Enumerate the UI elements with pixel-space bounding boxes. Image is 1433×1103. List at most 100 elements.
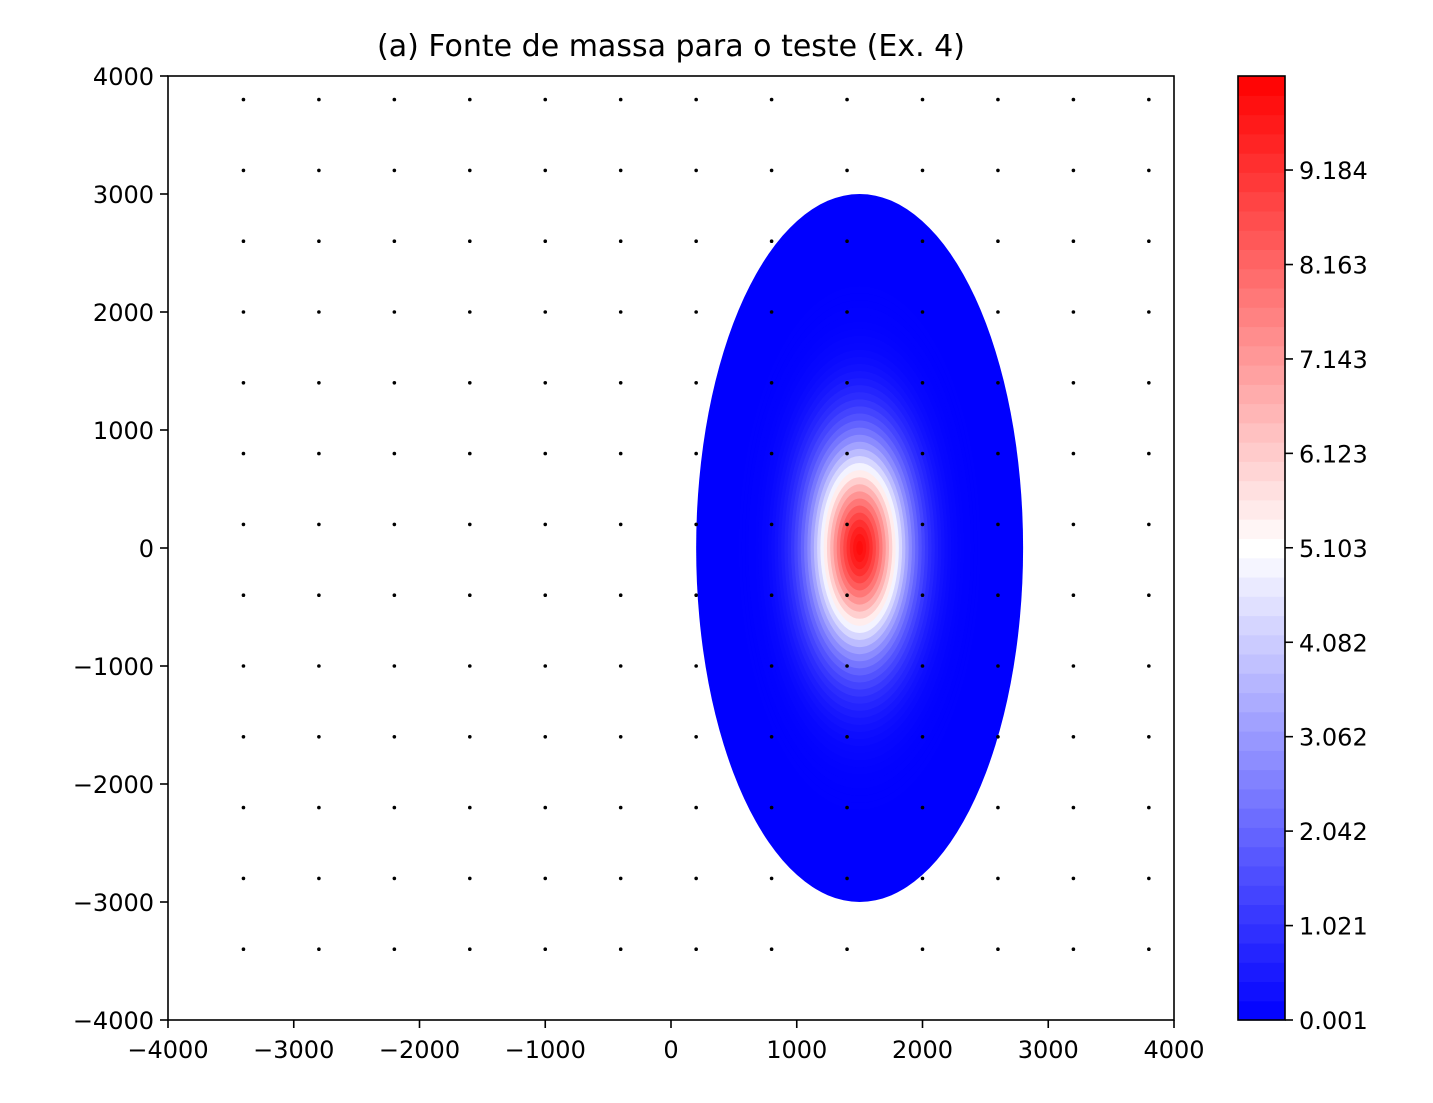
colorbar-band [1238, 422, 1285, 443]
station-point [1071, 805, 1076, 810]
colorbar-tick-label: 4.082 [1299, 629, 1368, 657]
station-point [543, 522, 548, 527]
x-tick-label: 1000 [766, 1036, 827, 1064]
station-point [543, 239, 548, 243]
station-point [468, 593, 472, 597]
station-point [468, 735, 472, 739]
station-point [543, 310, 548, 314]
station-point [241, 947, 246, 951]
station-point [920, 876, 925, 881]
station-point [845, 664, 849, 668]
station-point [392, 664, 397, 668]
station-point [618, 381, 623, 385]
x-tick-label: −3000 [253, 1036, 334, 1064]
station-point [618, 239, 623, 243]
colorbar-band [1238, 287, 1285, 308]
plot-area: −4000 −3000 −2000 −1000 0 1000 2000 3000 4000 40… [73, 63, 1205, 1064]
station-point [845, 451, 849, 456]
station-point [1071, 947, 1076, 951]
colorbar-band [1238, 1000, 1285, 1021]
colorbar-axis: 0.001 1.021 2.042 3.062 4.082 5.103 6.123 7.143… [1285, 157, 1368, 1035]
station-point [317, 805, 321, 810]
colorbar-band [1238, 268, 1285, 289]
station-point [241, 97, 246, 102]
station-point [618, 451, 623, 456]
colorbar-tick-label: 8.163 [1299, 252, 1368, 280]
station-point [241, 805, 246, 810]
colorbar-band [1238, 827, 1285, 848]
station-point [468, 805, 472, 810]
station-point [468, 239, 472, 243]
station-point [694, 664, 698, 668]
colorbar-band [1238, 788, 1285, 809]
station-point [317, 381, 321, 385]
station-point [694, 451, 698, 456]
station-point [392, 168, 397, 173]
colorbar: 0.001 1.021 2.042 3.062 4.082 5.103 6.123 7.143… [1237, 75, 1368, 1035]
station-point [392, 381, 397, 385]
colorbar-band [1238, 769, 1285, 790]
station-point [996, 310, 1000, 314]
station-point [845, 310, 849, 314]
x-axis: −4000 −3000 −2000 −1000 0 1000 2000 3000 4000 [127, 1020, 1205, 1064]
y-tick-label: −3000 [73, 889, 154, 917]
colorbar-band [1238, 557, 1285, 578]
mass-source-layer [696, 194, 1024, 902]
station-point [468, 876, 472, 881]
station-point [543, 451, 548, 456]
station-point [241, 593, 246, 597]
station-point [392, 876, 397, 881]
station-point [468, 451, 472, 456]
colorbar-tick-label: 6.123 [1299, 440, 1368, 468]
station-point [694, 239, 698, 243]
station-point [1147, 805, 1151, 810]
station-point [694, 381, 698, 385]
station-point [618, 168, 623, 173]
colorbar-band [1238, 403, 1285, 424]
colorbar-band [1238, 634, 1285, 655]
station-point [392, 735, 397, 739]
station-point [920, 310, 925, 314]
station-point [845, 593, 849, 597]
station-point [392, 805, 397, 810]
colorbar-band [1238, 865, 1285, 886]
station-point [845, 735, 849, 739]
station-point [769, 522, 774, 527]
station-point [241, 876, 246, 881]
colorbar-band [1238, 942, 1285, 963]
colorbar-tick-label: 3.062 [1299, 724, 1368, 752]
station-point [1147, 310, 1151, 314]
x-tick-label: −1000 [505, 1036, 586, 1064]
station-point [618, 947, 623, 951]
x-tick-label: 3000 [1018, 1036, 1079, 1064]
colorbar-band [1238, 133, 1285, 154]
station-point [241, 310, 246, 314]
colorbar-band [1238, 153, 1285, 173]
station-point [468, 381, 472, 385]
station-point [392, 97, 397, 102]
station-point [694, 876, 698, 881]
station-point [996, 664, 1000, 668]
station-point [920, 735, 925, 739]
station-point [769, 735, 774, 739]
station-point [845, 168, 849, 173]
station-point [920, 239, 925, 243]
colorbar-band [1238, 846, 1285, 867]
station-point [694, 735, 698, 739]
station-point [920, 381, 925, 385]
station-point [392, 593, 397, 597]
station-point [543, 168, 548, 173]
colorbar-band [1238, 442, 1285, 462]
station-point [769, 451, 774, 456]
station-point [920, 947, 925, 951]
station-point [543, 593, 548, 597]
station-point [543, 381, 548, 385]
station-point [1147, 593, 1151, 597]
station-point [1071, 593, 1076, 597]
station-point [769, 239, 774, 243]
station-point [317, 168, 321, 173]
station-point [241, 168, 246, 173]
colorbar-band [1238, 326, 1285, 347]
y-tick-label: 0 [139, 535, 154, 563]
station-point [317, 451, 321, 456]
